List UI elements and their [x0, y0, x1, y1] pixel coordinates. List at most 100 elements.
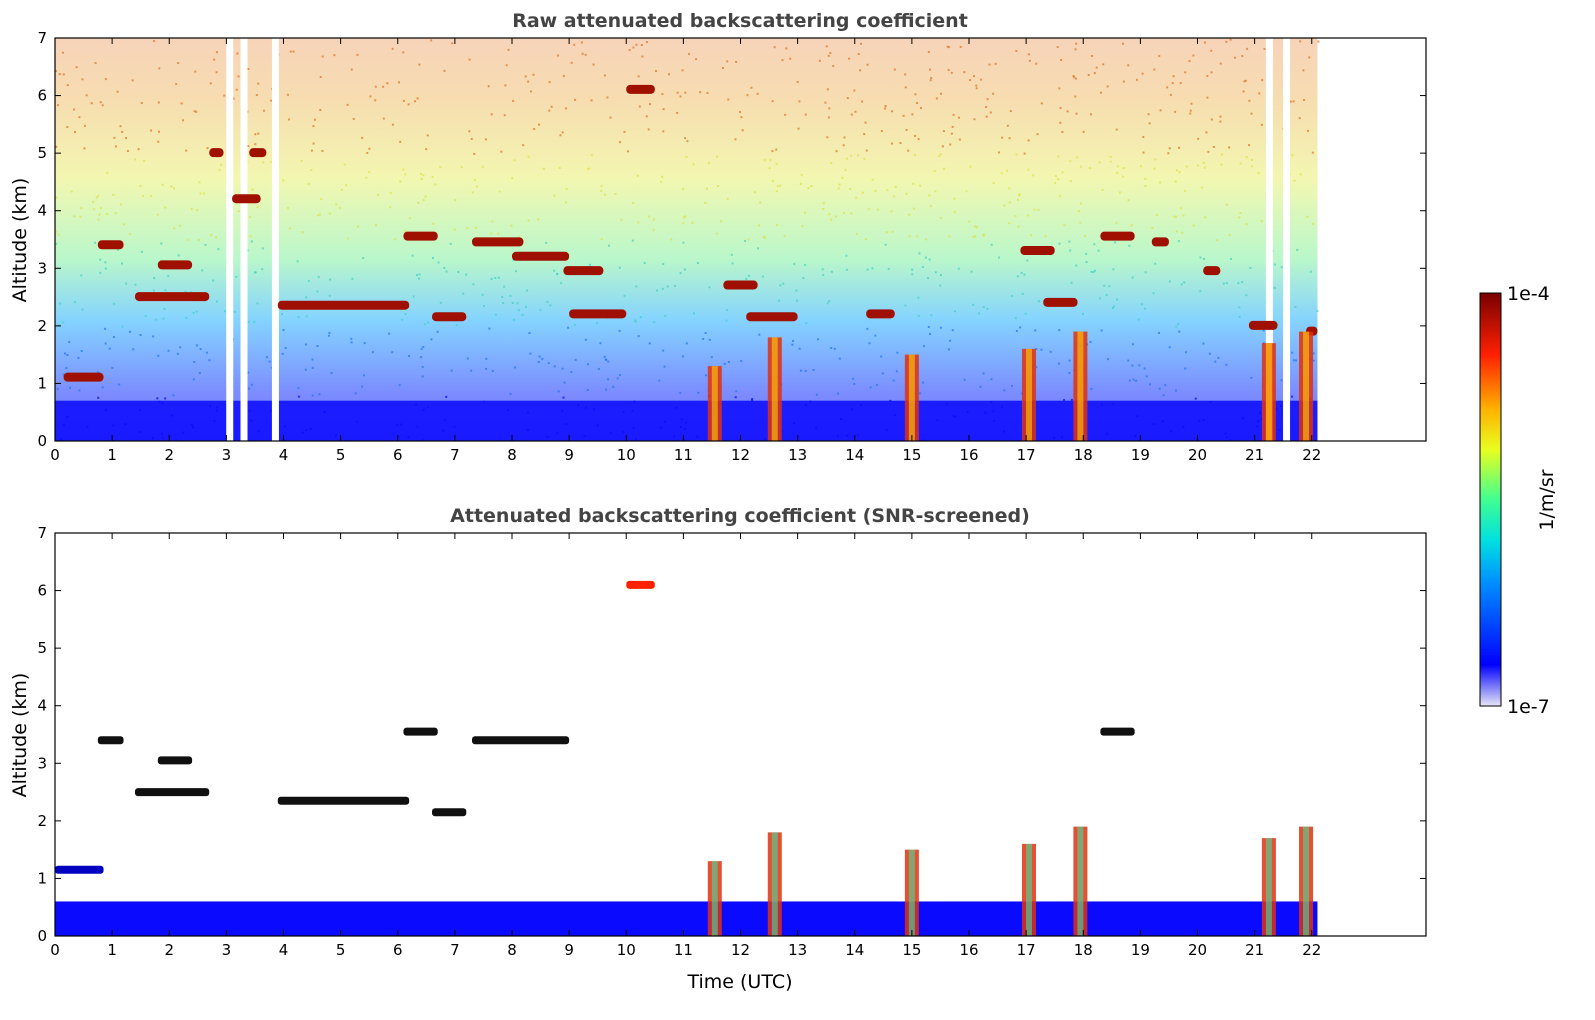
raw-speckle	[140, 250, 143, 253]
raw-speckle	[584, 53, 587, 56]
raw-speckle	[288, 118, 291, 121]
raw-speckle	[1103, 284, 1106, 287]
raw-speckle	[1079, 221, 1082, 224]
raw-speckle	[548, 81, 551, 84]
raw-x-tick-label: 8	[507, 446, 517, 464]
raw-speckle	[1260, 220, 1263, 223]
raw-speckle	[1082, 130, 1085, 133]
raw-speckle	[1131, 343, 1134, 346]
raw-speckle	[1074, 95, 1077, 98]
raw-speckle	[420, 173, 423, 176]
raw-speckle	[282, 179, 285, 182]
raw-speckle	[1159, 109, 1162, 112]
raw-speckle	[204, 243, 207, 246]
screened-x-tick-label: 20	[1188, 941, 1207, 959]
raw-speckle	[573, 43, 576, 46]
raw-cloud-layer	[209, 148, 224, 158]
raw-speckle	[861, 100, 864, 103]
raw-speckle	[927, 325, 930, 328]
raw-speckle	[805, 322, 808, 325]
raw-speckle	[1095, 66, 1098, 69]
raw-speckle	[1225, 40, 1228, 43]
raw-speckle	[818, 59, 821, 62]
raw-speckle	[710, 356, 713, 359]
raw-speckle	[78, 116, 81, 119]
panel-raw: Raw attenuated backscattering coefficien…	[9, 10, 1427, 464]
raw-speckle	[494, 276, 497, 279]
raw-speckle	[975, 226, 978, 229]
raw-speckle	[123, 223, 126, 226]
raw-speckle	[1246, 47, 1249, 50]
raw-speckle	[150, 129, 153, 132]
raw-speckle	[254, 143, 257, 146]
raw-speckle	[132, 348, 135, 351]
raw-speckle	[918, 392, 921, 395]
raw-speckle	[494, 313, 497, 316]
raw-speckle	[810, 184, 813, 187]
raw-speckle	[950, 132, 953, 135]
raw-speckle	[357, 225, 360, 228]
raw-speckle	[662, 130, 665, 133]
raw-speckle	[80, 349, 83, 352]
raw-speckle	[727, 361, 730, 364]
raw-speckle	[1072, 74, 1075, 77]
raw-speckle	[1142, 136, 1145, 139]
raw-speckle	[800, 173, 803, 176]
screened-x-tick-label: 12	[731, 941, 750, 959]
raw-speckle	[316, 290, 319, 293]
raw-speckle	[670, 238, 673, 241]
raw-speckle	[397, 81, 400, 84]
raw-speckle	[1222, 282, 1225, 285]
raw-speckle	[1023, 152, 1026, 155]
raw-speckle	[1006, 169, 1009, 172]
raw-speckle	[821, 268, 824, 271]
screened-x-tick-label: 8	[507, 941, 517, 959]
raw-speckle	[975, 87, 978, 90]
raw-speckle	[1127, 64, 1130, 67]
raw-speckle	[1179, 82, 1182, 85]
raw-speckle	[631, 239, 634, 242]
raw-speckle	[781, 59, 784, 62]
raw-speckle	[1148, 383, 1151, 386]
raw-speckle	[982, 234, 985, 237]
raw-speckle	[80, 207, 83, 210]
raw-speckle	[648, 342, 651, 345]
raw-speckle	[1184, 367, 1187, 370]
raw-speckle	[973, 118, 976, 121]
raw-speckle	[152, 289, 155, 292]
raw-speckle	[645, 115, 648, 118]
raw-speckle	[1153, 68, 1156, 71]
raw-speckle	[512, 99, 515, 102]
raw-speckle	[776, 185, 779, 188]
raw-speckle	[1024, 312, 1027, 315]
raw-speckle	[345, 184, 348, 187]
raw-speckle	[756, 92, 759, 95]
raw-speckle	[891, 142, 894, 145]
raw-speckle	[1166, 86, 1169, 89]
raw-speckle	[1105, 293, 1108, 296]
raw-speckle	[431, 175, 434, 178]
raw-speckle	[470, 369, 473, 372]
raw-speckle	[512, 258, 515, 261]
raw-speckle	[97, 396, 100, 399]
raw-speckle	[1144, 185, 1147, 188]
raw-speckle	[802, 277, 805, 280]
raw-speckle	[1115, 221, 1118, 224]
raw-data-gap	[1265, 38, 1273, 441]
raw-speckle	[637, 221, 640, 224]
screened-y-tick-label: 3	[37, 754, 47, 772]
raw-speckle	[1143, 307, 1146, 310]
raw-speckle	[484, 138, 487, 141]
raw-speckle	[368, 147, 371, 150]
raw-speckle	[635, 43, 638, 46]
screened-cloud-layer	[472, 736, 570, 745]
raw-speckle	[490, 232, 493, 235]
raw-speckle	[121, 325, 124, 328]
raw-speckle	[423, 323, 426, 326]
raw-speckle	[399, 180, 402, 183]
raw-speckle	[1237, 282, 1240, 285]
raw-speckle	[1092, 271, 1095, 274]
raw-speckle	[418, 63, 421, 66]
raw-speckle	[682, 241, 685, 244]
raw-x-tick-label: 19	[1131, 446, 1150, 464]
